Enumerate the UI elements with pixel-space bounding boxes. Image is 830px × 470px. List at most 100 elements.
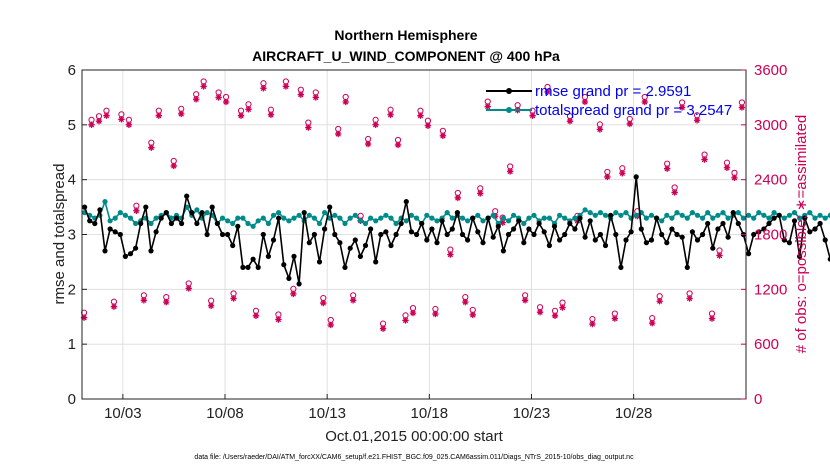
- obs-assimilated-point: [282, 83, 290, 90]
- series-point: [465, 218, 471, 224]
- legend-rmse: rmse grand pr = 2.9591: [535, 83, 691, 100]
- series-point: [219, 215, 226, 221]
- obs-assimilated-point: [372, 121, 379, 129]
- series-point: [408, 212, 414, 218]
- obs-assimilated-point: [133, 207, 140, 214]
- series-point: [352, 237, 358, 243]
- series-point: [199, 210, 205, 216]
- obs-assimilated-point: [170, 162, 177, 170]
- obs-assimilated-point: [327, 321, 334, 329]
- chart-subtitle: AIRCRAFT_U_WIND_COMPONENT @ 400 hPa: [252, 48, 560, 64]
- series-point: [531, 231, 537, 238]
- series-point: [510, 226, 517, 232]
- y-tick-label: 3: [68, 227, 76, 244]
- series-point: [490, 212, 496, 218]
- series-point: [654, 215, 660, 221]
- legend-marker-rmse: [506, 88, 512, 94]
- series-point: [398, 220, 404, 227]
- series-point: [587, 218, 593, 224]
- series-point: [500, 215, 506, 221]
- series-point: [204, 210, 210, 216]
- series-point: [97, 207, 103, 213]
- series-point: [781, 215, 787, 221]
- obs-assimilated-point: [521, 297, 529, 304]
- series-point: [541, 215, 547, 221]
- series-point: [791, 210, 798, 216]
- series-point: [505, 231, 512, 238]
- series-point: [424, 212, 430, 218]
- series-point: [250, 256, 256, 262]
- series-point: [822, 215, 828, 221]
- series-point: [720, 220, 726, 227]
- obs-assimilated-point: [506, 168, 514, 175]
- series-point: [414, 231, 420, 238]
- legend-spread: totalspread grand pr = 3.2547: [535, 102, 732, 119]
- obs-assimilated-point: [155, 112, 163, 119]
- series-point: [245, 220, 251, 227]
- series-point: [240, 215, 246, 221]
- obs-assimilated-point: [589, 320, 596, 328]
- obs-assimilated-point: [626, 120, 633, 128]
- series-point: [403, 218, 409, 224]
- series-point: [771, 215, 777, 221]
- obs-assimilated-point: [88, 121, 95, 129]
- series-point: [746, 212, 752, 218]
- obs-assimilated-point: [260, 85, 267, 92]
- series-point: [270, 212, 277, 218]
- series-point: [623, 237, 629, 243]
- x-tick-label: 10/18: [411, 405, 449, 422]
- series-point: [475, 229, 481, 235]
- series-point: [827, 256, 830, 262]
- series-point: [306, 212, 312, 218]
- series-point: [225, 231, 231, 238]
- series-point: [500, 248, 506, 254]
- series-point: [403, 199, 409, 205]
- series-point: [628, 229, 634, 235]
- series-point: [567, 220, 573, 227]
- series-point: [414, 215, 420, 221]
- y-axis-label-right: # of obs: o=possible; ∗=assimilated: [793, 115, 810, 354]
- obs-assimilated-point: [215, 94, 222, 101]
- series-point: [117, 210, 123, 216]
- obs-assimilated-point: [447, 251, 454, 258]
- x-tick-label: 10/08: [206, 405, 244, 422]
- series-point: [153, 229, 159, 235]
- series-point: [587, 210, 593, 216]
- series-point: [153, 215, 159, 221]
- series-point: [383, 212, 389, 218]
- series-point: [465, 237, 471, 243]
- obs-assimilated-point: [462, 298, 469, 306]
- series-point: [705, 210, 711, 216]
- series-point: [296, 212, 302, 218]
- series-point: [296, 281, 302, 287]
- series-point: [694, 237, 701, 243]
- series-point: [725, 234, 731, 240]
- series-point: [158, 215, 164, 221]
- chart-title: Northern Hemisphere: [334, 27, 477, 43]
- series-point: [592, 212, 598, 218]
- series-point: [557, 237, 563, 243]
- series-point: [572, 215, 578, 221]
- series-point: [143, 204, 149, 210]
- obs-assimilated-point: [110, 303, 118, 310]
- series-point: [270, 237, 277, 243]
- series-point: [245, 264, 251, 270]
- series-point: [316, 259, 323, 265]
- obs-assimilated-point: [125, 121, 133, 129]
- series-point: [648, 212, 655, 218]
- series-point: [715, 226, 721, 232]
- series-point: [526, 226, 532, 232]
- series-point: [659, 231, 665, 238]
- series-point: [582, 207, 588, 213]
- series-point: [597, 231, 604, 238]
- series-point: [362, 220, 369, 227]
- x-tick-label: 10/23: [513, 405, 551, 422]
- series-point: [122, 253, 128, 259]
- series-point: [643, 240, 650, 246]
- y-right-tick-label: 1200: [754, 281, 787, 298]
- series-point: [664, 240, 670, 246]
- series-point: [189, 210, 195, 216]
- series-point: [311, 231, 317, 238]
- series-point: [602, 242, 609, 249]
- series-point: [669, 226, 675, 232]
